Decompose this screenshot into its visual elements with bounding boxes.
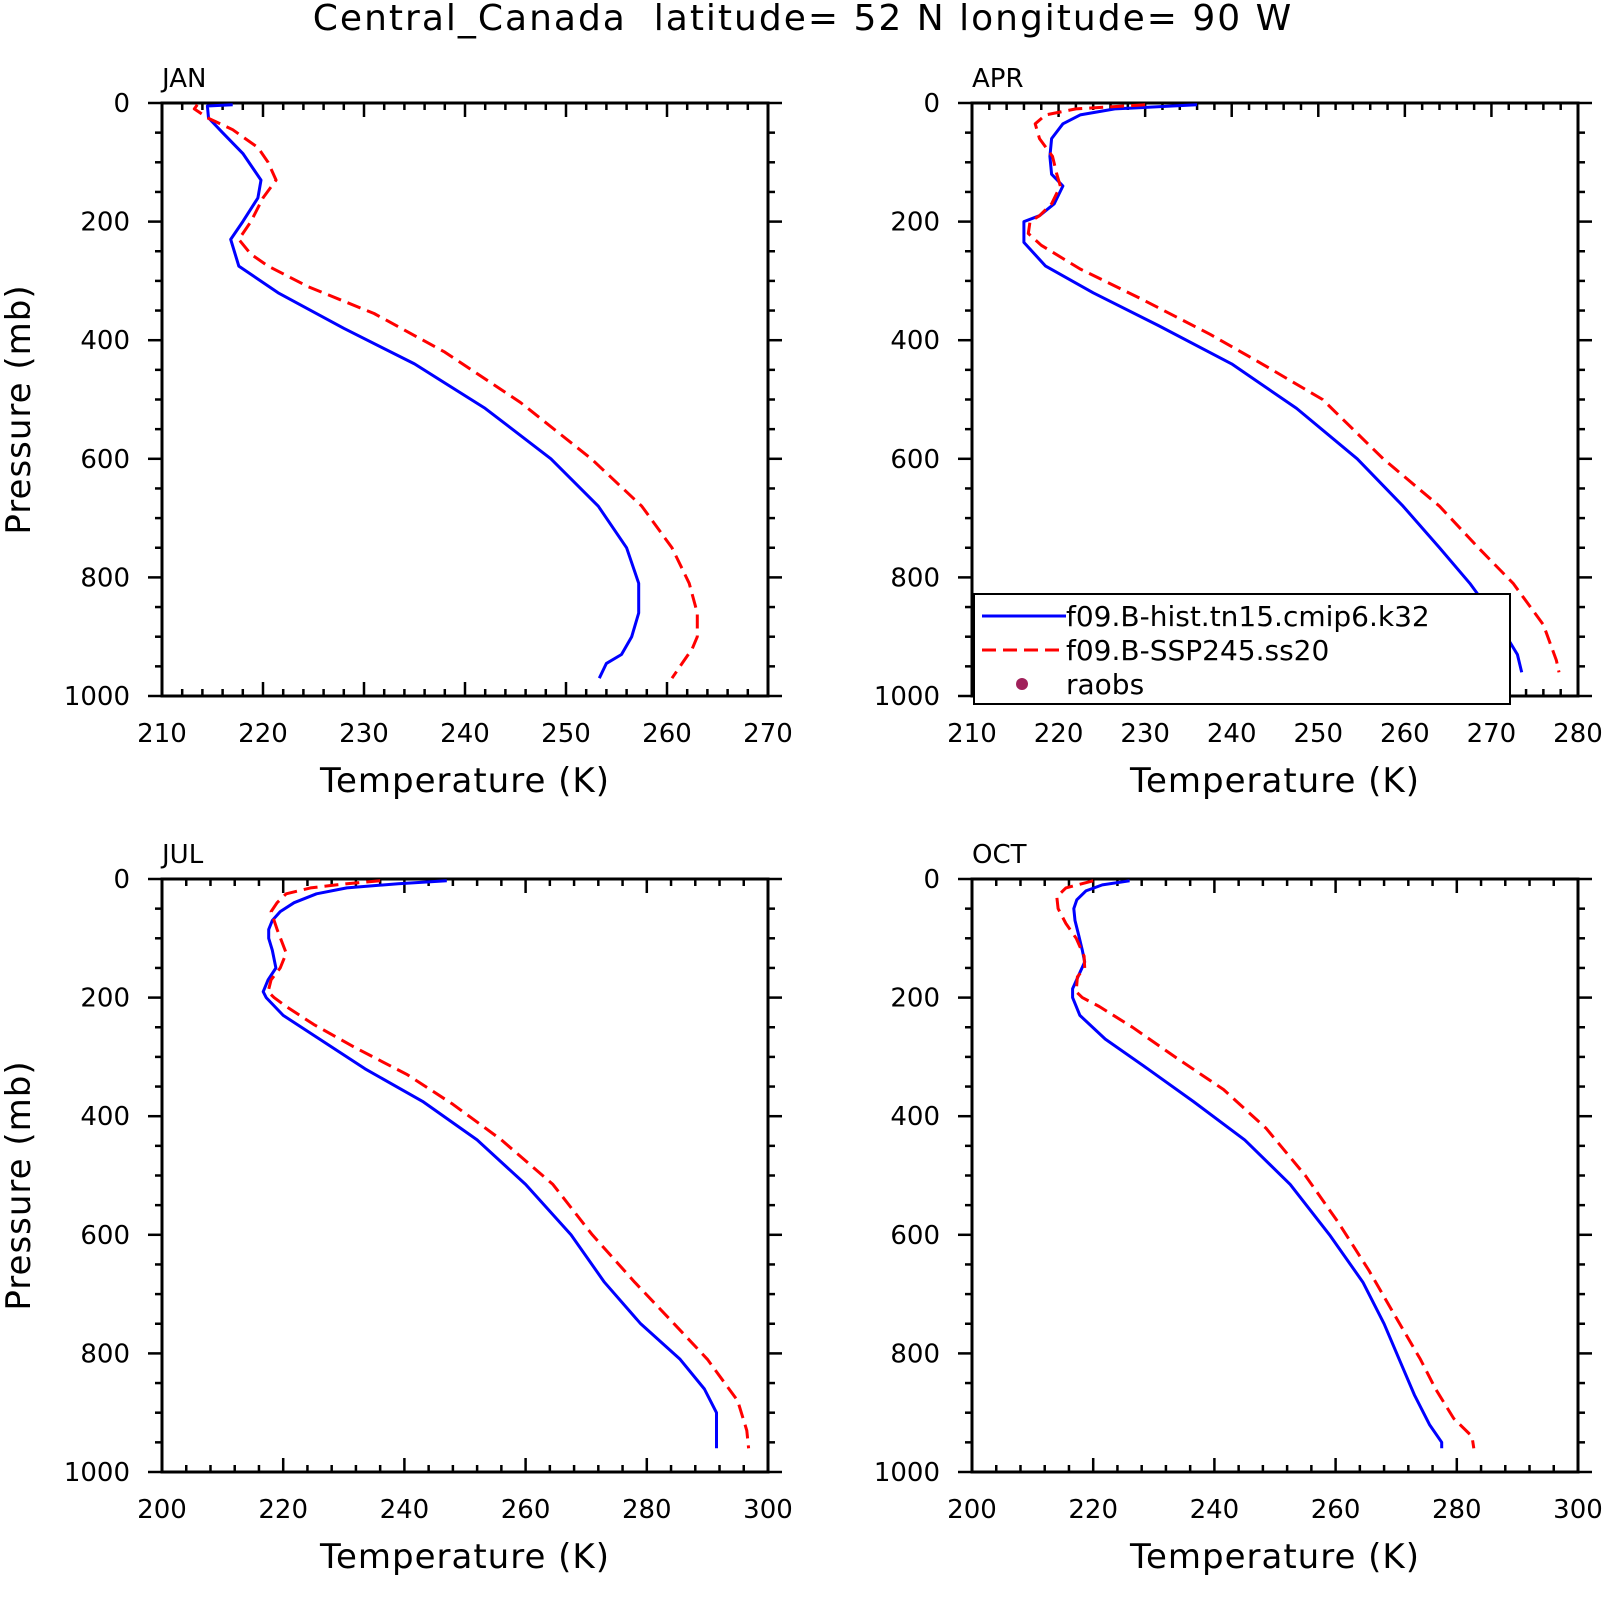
x-tick-label: 240 (1207, 719, 1257, 749)
y-tick-label: 200 (890, 208, 940, 238)
x-tick-label: 250 (1293, 719, 1343, 749)
x-tick-label: 280 (1432, 1495, 1482, 1525)
plot-frame (970, 877, 1580, 1474)
x-tick-label: 230 (1120, 719, 1170, 749)
y-tick-label: 0 (113, 865, 130, 895)
y-tick-label: 800 (80, 1339, 130, 1369)
panel-oct: 200 220 240 260 280 300 0 200 400 600 800 1000 OCT Te… (874, 840, 1603, 1577)
x-tick-label: 260 (1380, 719, 1430, 749)
panel-label: OCT (972, 840, 1027, 870)
x-tick-label: 220 (238, 719, 288, 749)
series-line-hist (1071, 879, 1444, 1449)
panels: 210 220 230 240 250 260 270 0 200 400 600 800 1000 JA… (0, 64, 1603, 1577)
x-axis-title: Temperature (K) (319, 761, 610, 801)
y-tick-label: 200 (80, 208, 130, 238)
x-tick-label: 210 (947, 719, 997, 749)
figure-title: Central_Canada latitude= 52 N longitude=… (313, 0, 1293, 39)
y-tick-label: 800 (890, 563, 940, 593)
x-tick-label: 300 (743, 1495, 793, 1525)
y-tick-label: 400 (80, 1102, 130, 1132)
y-tick-label: 0 (923, 865, 940, 895)
series-line-hist (261, 879, 718, 1449)
legend-item: f09.B-hist.tn15.cmip6.k32 (982, 600, 1430, 633)
series-line-ssp245 (1055, 879, 1476, 1449)
legend-label: raobs (1066, 668, 1144, 701)
y-tick-label: 800 (80, 563, 130, 593)
y-tick-label: 200 (890, 984, 940, 1014)
x-tick-label: 270 (743, 719, 793, 749)
y-tick-label: 400 (890, 326, 940, 356)
series-line-ssp245 (192, 103, 699, 680)
x-tick-label: 210 (137, 719, 187, 749)
x-tick-label: 200 (137, 1495, 187, 1525)
legend-marker (1016, 678, 1028, 690)
x-tick-label: 220 (1068, 1495, 1118, 1525)
x-tick-label: 240 (1190, 1495, 1240, 1525)
y-tick-label: 800 (890, 1339, 940, 1369)
series-line-hist (205, 103, 641, 679)
x-tick-label: 200 (947, 1495, 997, 1525)
legend-item: f09.B-SSP245.ss20 (982, 634, 1329, 667)
x-tick-label: 220 (1034, 719, 1084, 749)
y-tick-label: 600 (890, 445, 940, 475)
y-tick-label: 600 (80, 1221, 130, 1251)
plot-frame (160, 877, 770, 1474)
x-tick-label: 270 (1467, 719, 1517, 749)
x-tick-label: 280 (1553, 719, 1603, 749)
legend-label: f09.B-hist.tn15.cmip6.k32 (1066, 600, 1430, 633)
x-tick-label: 280 (622, 1495, 672, 1525)
x-tick-label: 230 (339, 719, 389, 749)
plot-frame (160, 101, 770, 698)
x-tick-label: 260 (501, 1495, 551, 1525)
panel-jul: 200 220 240 260 280 300 0 200 400 600 800 1000 JUL Te… (0, 840, 793, 1577)
panel-label: JUL (160, 840, 204, 870)
x-tick-label: 300 (1553, 1495, 1603, 1525)
x-tick-label: 260 (642, 719, 692, 749)
y-tick-label: 0 (113, 89, 130, 119)
y-tick-label: 200 (80, 984, 130, 1014)
legend-item: raobs (1016, 668, 1144, 701)
x-tick-label: 240 (380, 1495, 430, 1525)
y-tick-label: 1000 (874, 1458, 940, 1488)
series-line-ssp245 (266, 879, 751, 1449)
x-axis-title: Temperature (K) (319, 1537, 610, 1577)
y-tick-label: 600 (890, 1221, 940, 1251)
series-line-ssp245 (1026, 103, 1561, 673)
y-tick-label: 1000 (874, 682, 940, 712)
x-axis-title: Temperature (K) (1129, 761, 1420, 801)
legend-box (973, 593, 1511, 705)
y-tick-label: 600 (80, 445, 130, 475)
x-tick-label: 250 (541, 719, 591, 749)
series-line-hist (1022, 103, 1524, 673)
legend-label: f09.B-SSP245.ss20 (1066, 634, 1329, 667)
panel-jan: 210 220 230 240 250 260 270 0 200 400 600 800 1000 JA… (0, 64, 793, 801)
x-tick-label: 220 (258, 1495, 308, 1525)
x-tick-label: 240 (440, 719, 490, 749)
y-tick-label: 400 (80, 326, 130, 356)
y-tick-label: 1000 (64, 682, 130, 712)
panel-label: APR (972, 64, 1024, 94)
y-axis-title: Pressure (mb) (0, 284, 39, 534)
x-axis-title: Temperature (K) (1129, 1537, 1420, 1577)
legend: f09.B-hist.tn15.cmip6.k32f09.B-SSP245.ss… (973, 593, 1511, 705)
panel-label: JAN (160, 64, 206, 94)
y-axis-title: Pressure (mb) (0, 1060, 39, 1310)
y-tick-label: 0 (923, 89, 940, 119)
y-tick-label: 400 (890, 1102, 940, 1132)
x-tick-label: 260 (1311, 1495, 1361, 1525)
y-tick-label: 1000 (64, 1458, 130, 1488)
